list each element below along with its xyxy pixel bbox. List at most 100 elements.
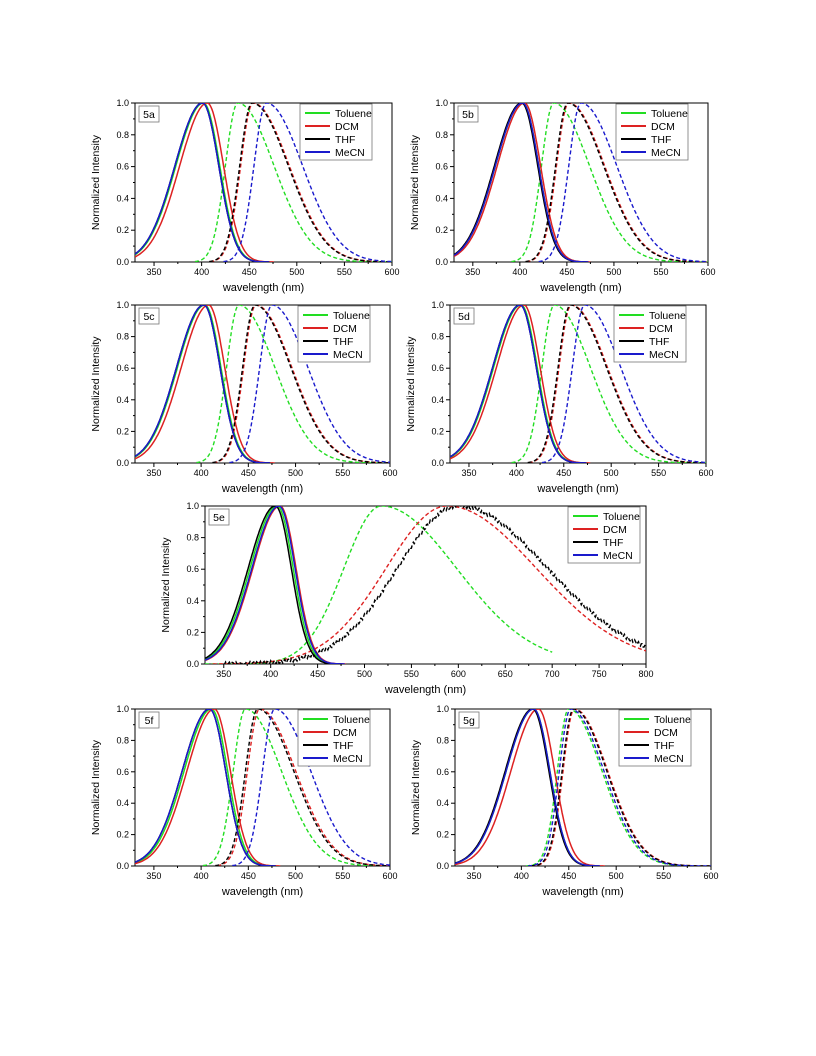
legend-box — [297, 709, 371, 767]
y-axis-title: Normalized Intensity — [160, 537, 172, 633]
x-tick-label: 400 — [512, 267, 527, 277]
x-tick-label: 600 — [382, 468, 397, 478]
x-tick-label: 350 — [146, 468, 161, 478]
emission-line-mecn — [223, 103, 392, 262]
x-tick-label: 550 — [335, 871, 350, 881]
absorption-line-thf — [205, 506, 342, 664]
x-tick-label: 550 — [653, 267, 668, 277]
x-axis-title: wavelength (nm) — [221, 483, 303, 495]
x-tick-label: 350 — [146, 871, 161, 881]
legend-label-thf: THF — [335, 134, 355, 146]
y-tick-label: 0.6 — [116, 767, 129, 777]
absorption-line-thf — [455, 709, 600, 866]
x-tick-label: 500 — [288, 871, 303, 881]
absorption-line-dcm — [135, 709, 281, 866]
legend-label-dcm: DCM — [654, 727, 678, 739]
absorption-line-thf — [135, 103, 270, 262]
panel-label: 5a — [138, 105, 160, 123]
y-tick-label: 1.0 — [431, 300, 444, 310]
y-tick-label: 0.6 — [436, 767, 449, 777]
series-group — [450, 305, 706, 463]
chart-panel-5c: 350 400 450 500 550 600 0.0 0.2 0.4 0.6 0.8 1.0 wave… — [90, 300, 398, 495]
y-tick-label: 0.4 — [116, 193, 129, 203]
x-tick-label: 350 — [465, 267, 480, 277]
legend-label-toluene: Toluene — [649, 310, 686, 322]
legend-label-toluene: Toluene — [651, 108, 688, 120]
y-tick-label: 0.8 — [116, 735, 129, 745]
legend-label-dcm: DCM — [603, 524, 627, 536]
absorption-line-dcm — [455, 709, 605, 866]
absorption-line-toluene — [454, 103, 589, 262]
panel-label: 5g — [458, 711, 480, 729]
panel-label-text: 5b — [462, 109, 474, 121]
chart-panel-5d: 350 400 450 500 550 600 0.0 0.2 0.4 0.6 0.8 1.0 wave… — [405, 300, 714, 495]
panel-label-text: 5a — [143, 109, 155, 121]
y-tick-label: 0.0 — [186, 659, 199, 669]
absorption-line-mecn — [450, 305, 587, 463]
absorption-line-mecn — [135, 103, 270, 262]
y-axis-title: Normalized Intensity — [409, 134, 421, 230]
panel-label-text: 5d — [458, 311, 470, 323]
absorption-line-mecn — [135, 305, 271, 463]
legend-label-thf: THF — [654, 740, 674, 752]
x-axis-title: wavelength (nm) — [541, 886, 623, 898]
y-tick-label: 0.6 — [116, 162, 129, 172]
legend-label-toluene: Toluene — [333, 714, 370, 726]
y-tick-label: 0.8 — [436, 735, 449, 745]
y-tick-label: 0.0 — [116, 458, 129, 468]
y-tick-label: 0.6 — [435, 162, 448, 172]
y-tick-label: 1.0 — [116, 98, 129, 108]
panel-label-box — [138, 105, 160, 123]
legend-label-mecn: MeCN — [654, 753, 684, 765]
emission-line-toluene — [511, 103, 708, 262]
y-tick-label: 0.2 — [435, 225, 448, 235]
y-tick-label: 0.0 — [436, 861, 449, 871]
panel-label: 5c — [138, 307, 160, 325]
x-tick-label: 450 — [241, 871, 256, 881]
y-tick-label: 0.0 — [116, 861, 129, 871]
x-tick-label: 500 — [609, 871, 624, 881]
y-tick-label: 0.0 — [116, 257, 129, 267]
panel-label: 5e — [208, 508, 230, 526]
x-axis-title: wavelength (nm) — [222, 282, 304, 294]
series-group — [454, 103, 708, 262]
x-tick-label: 800 — [638, 669, 653, 679]
legend-label-dcm: DCM — [333, 323, 357, 335]
absorption-line-toluene — [135, 103, 271, 262]
legend-label-toluene: Toluene — [335, 108, 372, 120]
y-tick-label: 1.0 — [186, 501, 199, 511]
emission-line-thf — [212, 305, 390, 463]
series-group — [135, 709, 390, 866]
x-tick-label: 550 — [404, 669, 419, 679]
emission-line-toluene — [202, 709, 390, 866]
absorption-line-mecn — [135, 709, 276, 866]
x-tick-label: 550 — [651, 468, 666, 478]
y-tick-label: 0.4 — [431, 395, 444, 405]
absorption-line-mecn — [454, 103, 589, 262]
absorption-line-dcm — [135, 305, 275, 463]
emission-line-toluene — [526, 709, 711, 866]
panel-label-text: 5e — [213, 512, 225, 524]
y-tick-label: 0.8 — [431, 332, 444, 342]
y-tick-label: 0.0 — [431, 458, 444, 468]
y-tick-label: 0.6 — [116, 363, 129, 373]
y-tick-label: 0.0 — [435, 257, 448, 267]
y-tick-label: 0.2 — [431, 426, 444, 436]
emission-line-mecn — [527, 709, 711, 866]
x-tick-label: 500 — [604, 468, 619, 478]
y-tick-label: 0.8 — [186, 533, 199, 543]
legend-label-dcm: DCM — [335, 121, 359, 133]
absorption-line-mecn — [455, 709, 601, 866]
emission-line-thf — [527, 305, 706, 463]
panel-label: 5d — [453, 307, 475, 325]
x-tick-label: 450 — [310, 669, 325, 679]
x-tick-label: 700 — [545, 669, 560, 679]
panel-label-box — [453, 307, 475, 325]
absorption-line-dcm — [135, 103, 274, 262]
panel-label-text: 5c — [143, 311, 154, 323]
y-tick-label: 0.8 — [116, 332, 129, 342]
x-axis-title: wavelength (nm) — [384, 684, 466, 696]
panel-label-box — [457, 105, 479, 123]
